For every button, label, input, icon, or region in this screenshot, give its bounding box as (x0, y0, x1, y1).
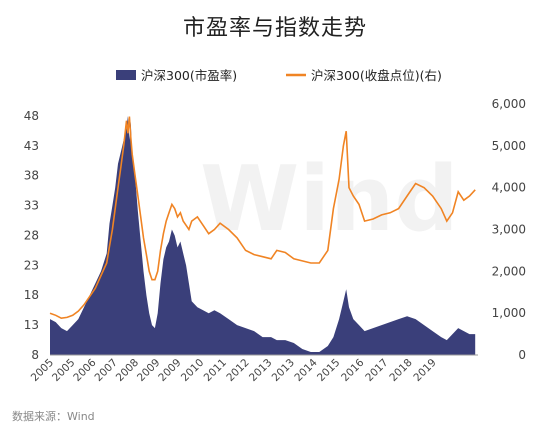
legend-label-close: 沪深300(收盘点位)(右) (311, 68, 442, 83)
y-left-tick-label: 8 (31, 348, 39, 362)
x-axis: 2005200520062007200820092009201020112012… (29, 356, 439, 384)
y-right-tick-label: 4,000 (492, 181, 526, 195)
close-line-series (49, 116, 476, 320)
pe-area-series (50, 116, 476, 355)
y-left-tick-label: 33 (24, 199, 39, 213)
y-left-tick-label: 43 (24, 139, 39, 153)
x-tick-label: 2013 (247, 357, 274, 384)
y-left-tick-label: 38 (24, 169, 39, 183)
chart-title: 市盈率与指数走势 (182, 16, 367, 41)
x-tick-label: 2011 (202, 357, 229, 384)
x-tick-label: 2009 (156, 357, 183, 384)
legend: 沪深300(市盈率) 沪深300(收盘点位)(右) (116, 68, 442, 83)
x-tick-label: 2005 (50, 357, 77, 384)
x-tick-label: 2006 (71, 356, 99, 384)
y-right-tick-label: 3,000 (492, 223, 526, 237)
y-left-tick-label: 28 (24, 229, 39, 243)
y-axis-right: 6,000 5,000 4,000 3,000 2,000 1,000 0 (492, 97, 526, 362)
x-tick-label: 2009 (135, 357, 162, 384)
x-tick-label: 2018 (387, 357, 414, 384)
y-right-tick-label: 2,000 (492, 264, 526, 278)
x-tick-label: 2014 (292, 356, 320, 384)
legend-swatch-pe (116, 70, 136, 80)
x-tick-label: 2015 (315, 357, 342, 384)
y-right-tick-label: 5,000 (492, 139, 526, 153)
y-left-tick-label: 23 (24, 258, 39, 272)
legend-label-pe: 沪深300(市盈率) (141, 68, 237, 83)
x-tick-label: 2012 (224, 357, 251, 384)
y-right-tick-label: 0 (518, 348, 526, 362)
y-left-tick-label: 13 (24, 318, 39, 332)
x-tick-label: 2013 (270, 357, 297, 384)
y-right-tick-label: 1,000 (492, 306, 526, 320)
x-tick-label: 2007 (93, 357, 120, 384)
y-axis-left: 48 43 38 33 28 23 18 13 8 (24, 109, 39, 362)
x-tick-label: 2019 (411, 357, 438, 384)
source-note: 数据来源：Wind (12, 410, 95, 423)
y-left-tick-label: 18 (24, 288, 39, 302)
plot-area (49, 116, 478, 356)
y-left-tick-label: 48 (24, 109, 39, 123)
x-tick-label: 2017 (363, 357, 390, 384)
x-tick-label: 2010 (179, 357, 206, 384)
x-tick-label: 2008 (114, 357, 141, 384)
x-tick-label: 2016 (339, 356, 367, 384)
y-right-tick-label: 6,000 (492, 97, 526, 111)
